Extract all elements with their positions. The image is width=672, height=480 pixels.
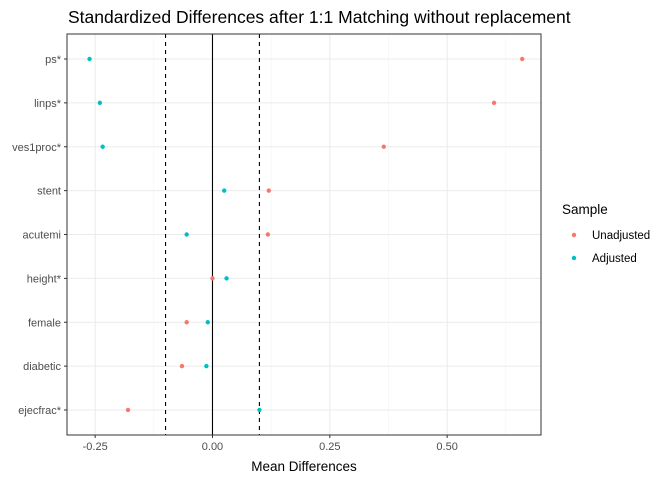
adjusted-point-height (224, 276, 229, 281)
legend-label-unadjusted: Unadjusted (592, 230, 650, 242)
unadjusted-point-ejecfrac (125, 407, 131, 413)
legend-key-adjusted (571, 255, 577, 261)
data-points (87, 56, 525, 413)
chart-title: Standardized Differences after 1:1 Match… (68, 7, 571, 27)
unadjusted-point-ves1proc (381, 144, 386, 149)
unadjusted-point-ps (520, 56, 525, 62)
adjusted-point-ejecfrac (257, 407, 262, 413)
unadjusted-point-diabetic (179, 363, 185, 369)
unadjusted-point-acutemi (265, 232, 271, 237)
adjusted-point-stent (222, 188, 227, 193)
y-axis: ps* linps* ves1proc* stent acutemi height* fem… (12, 54, 67, 417)
reference-lines (165, 34, 260, 435)
legend-label-adjusted: Adjusted (592, 253, 637, 265)
y-tick-label: diabetic (23, 361, 61, 373)
legend: Sample Unadjusted Adjusted (562, 202, 650, 265)
x-tick-label: 0.00 (202, 441, 223, 453)
y-tick-label: ps* (45, 54, 62, 66)
y-tick-label: ejecfrac* (18, 405, 62, 417)
adjusted-point-female (205, 320, 210, 325)
x-axis: -0.25 0.00 0.25 0.50 (83, 435, 458, 453)
unadjusted-point-female (184, 320, 189, 325)
adjusted-point-diabetic (204, 363, 209, 369)
y-tick-label: female (28, 317, 61, 329)
x-tick-label: 0.50 (436, 441, 457, 453)
x-tick-label: -0.25 (83, 441, 108, 453)
unadjusted-point-stent (266, 188, 272, 193)
adjusted-point-ves1proc (100, 144, 105, 149)
y-tick-label: height* (27, 273, 62, 285)
adjusted-point-linps (97, 100, 103, 106)
x-axis-title: Mean Differences (251, 459, 357, 474)
unadjusted-point-linps (491, 100, 497, 106)
legend-title: Sample (562, 202, 608, 217)
unadjusted-point-height (210, 276, 215, 281)
y-tick-label: stent (37, 186, 61, 198)
legend-key-unadjusted (571, 232, 577, 238)
y-tick-label: ves1proc* (12, 142, 62, 154)
adjusted-point-ps (87, 56, 92, 62)
x-tick-label: 0.25 (319, 441, 340, 453)
y-tick-label: linps* (34, 98, 62, 110)
adjusted-point-acutemi (184, 232, 189, 237)
y-tick-label: acutemi (22, 230, 61, 242)
grid (67, 34, 541, 435)
